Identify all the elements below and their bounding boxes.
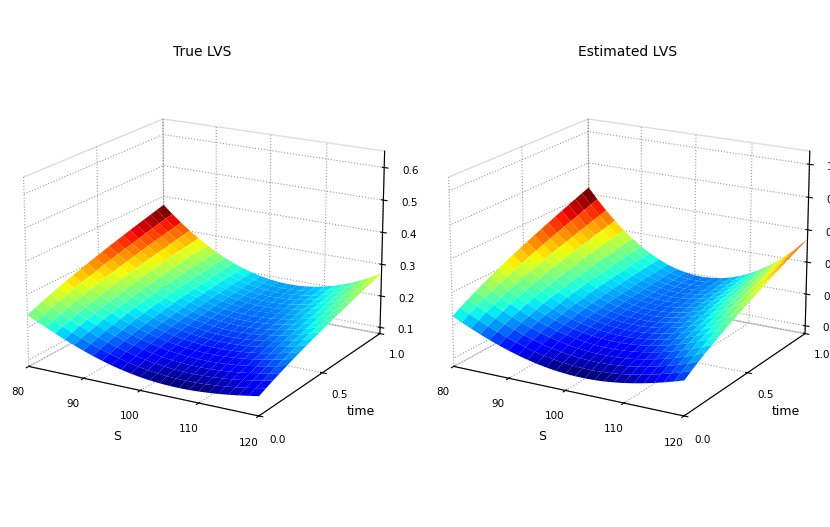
X-axis label: S: S <box>113 430 121 443</box>
Y-axis label: time: time <box>347 405 375 418</box>
Title: Estimated LVS: Estimated LVS <box>578 44 677 58</box>
Title: True LVS: True LVS <box>173 44 232 58</box>
Y-axis label: time: time <box>772 405 800 418</box>
X-axis label: S: S <box>538 430 546 443</box>
